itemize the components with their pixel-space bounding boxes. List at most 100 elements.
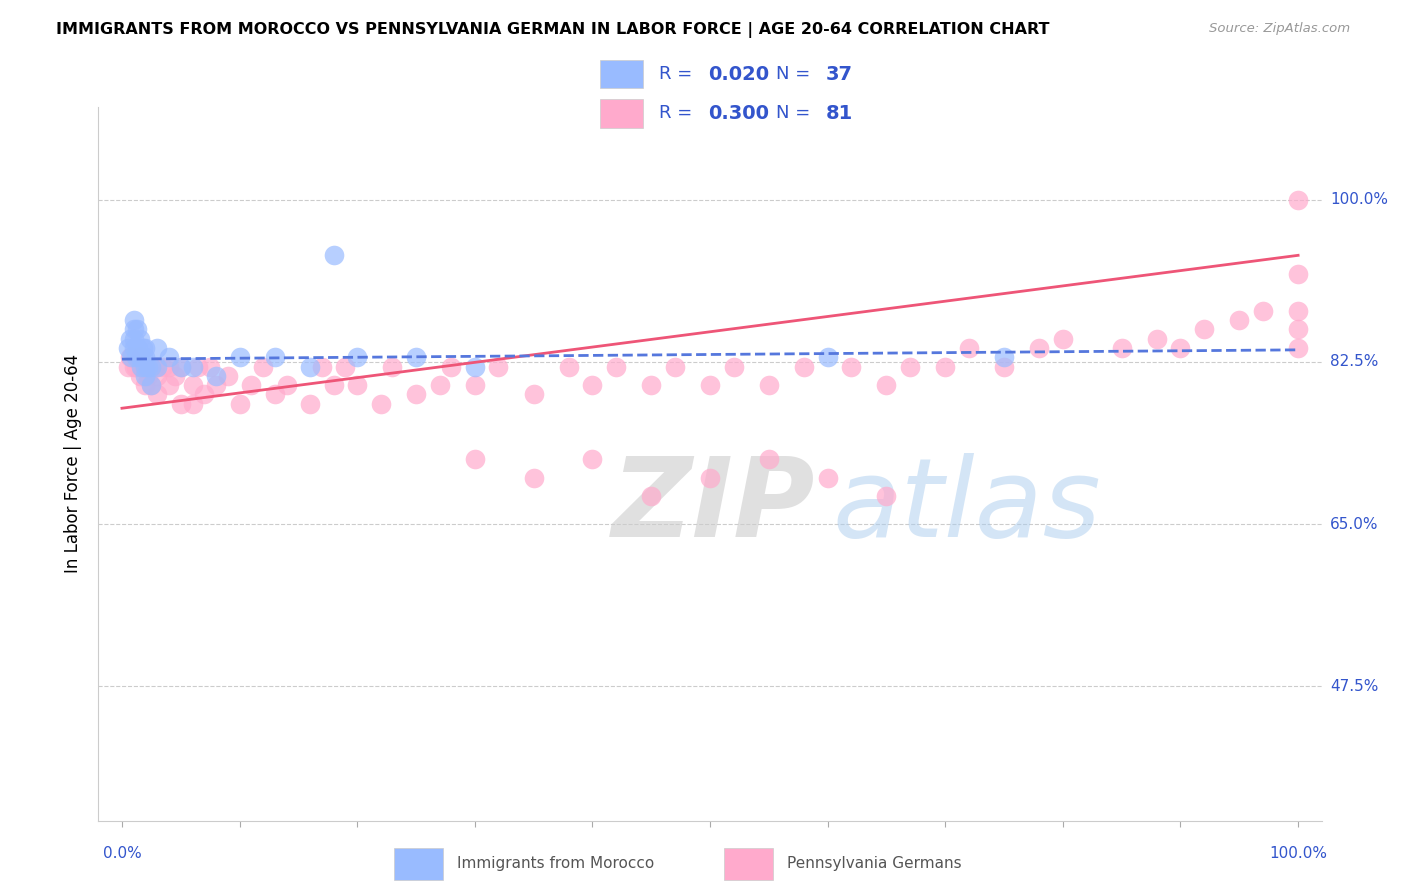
Point bbox=[346, 351, 368, 365]
Point bbox=[117, 341, 139, 355]
Point bbox=[120, 351, 142, 365]
Point bbox=[322, 378, 344, 392]
Point bbox=[122, 322, 145, 336]
Point bbox=[134, 359, 156, 374]
Point bbox=[134, 359, 156, 374]
Point bbox=[240, 378, 263, 392]
Point bbox=[523, 471, 546, 485]
Point bbox=[276, 378, 298, 392]
Point bbox=[129, 359, 152, 374]
Point bbox=[1111, 341, 1133, 355]
Text: 82.5%: 82.5% bbox=[1330, 354, 1378, 369]
Point bbox=[134, 378, 156, 392]
Point bbox=[299, 396, 322, 410]
Point bbox=[136, 368, 159, 383]
Point bbox=[193, 387, 215, 401]
Point bbox=[132, 359, 155, 374]
Text: Pennsylvania Germans: Pennsylvania Germans bbox=[787, 855, 962, 871]
Point bbox=[198, 359, 221, 374]
Point bbox=[122, 359, 145, 374]
Point bbox=[205, 368, 228, 383]
Point bbox=[127, 322, 149, 336]
Point bbox=[181, 396, 204, 410]
Text: Source: ZipAtlas.com: Source: ZipAtlas.com bbox=[1209, 22, 1350, 36]
Point bbox=[205, 378, 228, 392]
Point bbox=[581, 452, 603, 467]
Point bbox=[322, 248, 344, 262]
Point bbox=[263, 387, 285, 401]
Point bbox=[311, 359, 333, 374]
Text: 0.020: 0.020 bbox=[709, 64, 769, 84]
Point bbox=[934, 359, 956, 374]
Point bbox=[1286, 322, 1309, 336]
Text: Immigrants from Morocco: Immigrants from Morocco bbox=[457, 855, 654, 871]
Point bbox=[128, 351, 150, 365]
Point bbox=[1286, 304, 1309, 318]
Point bbox=[793, 359, 815, 374]
Point bbox=[146, 359, 169, 374]
Point bbox=[228, 396, 250, 410]
Point bbox=[217, 368, 239, 383]
Point bbox=[134, 351, 156, 365]
Point bbox=[993, 359, 1015, 374]
Point bbox=[146, 341, 169, 355]
Point bbox=[1227, 313, 1250, 327]
Point bbox=[120, 332, 142, 346]
FancyBboxPatch shape bbox=[600, 60, 643, 88]
Point bbox=[146, 387, 169, 401]
Point bbox=[152, 359, 174, 374]
Point bbox=[898, 359, 921, 374]
Point bbox=[581, 378, 603, 392]
Text: 0.300: 0.300 bbox=[709, 103, 769, 123]
Point bbox=[134, 368, 156, 383]
FancyBboxPatch shape bbox=[394, 848, 443, 880]
Text: 65.0%: 65.0% bbox=[1330, 516, 1378, 532]
Point bbox=[141, 378, 163, 392]
Point bbox=[875, 489, 897, 503]
Point bbox=[125, 351, 148, 365]
Point bbox=[723, 359, 745, 374]
Text: R =: R = bbox=[658, 65, 697, 83]
Point bbox=[127, 341, 149, 355]
Point bbox=[157, 351, 180, 365]
Text: N =: N = bbox=[776, 65, 815, 83]
Point bbox=[170, 359, 193, 374]
Point bbox=[640, 489, 662, 503]
Point bbox=[758, 452, 780, 467]
Point bbox=[1286, 267, 1309, 281]
Point bbox=[170, 396, 193, 410]
Point bbox=[128, 332, 150, 346]
Point bbox=[486, 359, 509, 374]
Point bbox=[1146, 332, 1168, 346]
Point bbox=[181, 359, 204, 374]
Point bbox=[1286, 341, 1309, 355]
Text: 0.0%: 0.0% bbox=[103, 846, 142, 861]
Point bbox=[440, 359, 463, 374]
FancyBboxPatch shape bbox=[724, 848, 773, 880]
Point bbox=[1170, 341, 1192, 355]
Point bbox=[370, 396, 392, 410]
Point bbox=[263, 351, 285, 365]
Point bbox=[664, 359, 686, 374]
Point bbox=[381, 359, 404, 374]
Point bbox=[346, 378, 368, 392]
Point bbox=[252, 359, 274, 374]
Text: 100.0%: 100.0% bbox=[1270, 846, 1327, 861]
Text: IMMIGRANTS FROM MOROCCO VS PENNSYLVANIA GERMAN IN LABOR FORCE | AGE 20-64 CORREL: IMMIGRANTS FROM MOROCCO VS PENNSYLVANIA … bbox=[56, 22, 1050, 38]
Text: N =: N = bbox=[776, 104, 815, 122]
Point bbox=[523, 387, 546, 401]
Point bbox=[1052, 332, 1074, 346]
Point bbox=[122, 313, 145, 327]
Point bbox=[1028, 341, 1050, 355]
Point bbox=[817, 351, 839, 365]
Point bbox=[957, 341, 980, 355]
Point bbox=[120, 351, 142, 365]
Point bbox=[299, 359, 322, 374]
Point bbox=[558, 359, 581, 374]
Text: R =: R = bbox=[658, 104, 697, 122]
Point bbox=[125, 359, 148, 374]
Point bbox=[875, 378, 897, 392]
Point bbox=[405, 387, 427, 401]
Point bbox=[699, 378, 721, 392]
Point bbox=[1192, 322, 1215, 336]
